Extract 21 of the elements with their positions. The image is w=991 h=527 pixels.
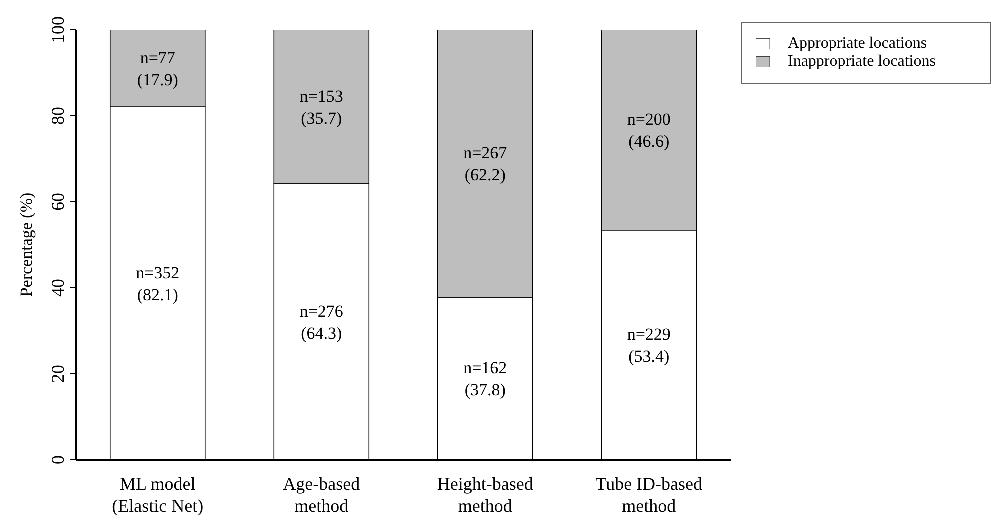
legend-label: Inappropriate locations [788,53,936,70]
x-tick-label: ML model (Elastic Net) [112,474,204,516]
x-tick-label: Tube ID-based method [596,474,703,516]
x-tick-label: Age-based method [283,474,360,516]
data-label: n=77 (17.9) [137,48,178,90]
data-label: n=200 (46.6) [627,110,671,152]
data-label: n=267 (62.2) [464,144,508,185]
data-label: n=153 (35.7) [300,86,344,128]
y-tick-label: 0 [48,456,68,464]
y-tick-label: 20 [48,365,68,383]
x-tick-label: Height-based method [437,474,534,516]
y-tick-label: 80 [48,107,68,125]
data-label: n=352 (82.1) [136,263,180,304]
y-tick-label: 60 [48,193,68,211]
data-label: n=276 (64.3) [300,302,344,343]
y-axis-title: Percentage (%) [17,192,36,298]
y-tick-label: 40 [48,279,68,297]
legend-label: Appropriate locations [788,35,928,52]
y-tick-label: 100 [48,16,68,44]
data-label: n=229 (53.4) [627,325,671,366]
data-label: n=162 (37.8) [464,358,508,400]
